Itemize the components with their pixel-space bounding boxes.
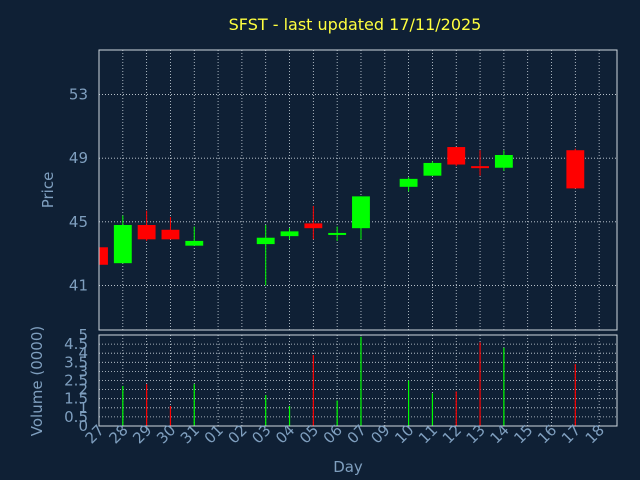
x-tick-label: 16 <box>534 421 560 447</box>
volume-y-tick-label: 4 <box>78 344 88 362</box>
candle-body <box>161 229 180 240</box>
x-tick-label: 06 <box>320 421 346 447</box>
volume-y-tick-label: 3.5 <box>64 353 88 371</box>
candle-body <box>423 162 442 176</box>
x-tick-label: 11 <box>415 421 441 447</box>
x-tick-label: 02 <box>224 421 250 447</box>
volume-y-tick-label: 0 <box>78 417 88 435</box>
volume-y-tick-label: 4.5 <box>64 335 88 353</box>
volume-y-axis-label: Volume (0000) <box>28 326 46 436</box>
candle-body <box>304 223 323 229</box>
x-axis-label: Day <box>333 458 363 476</box>
price-y-axis-label: Price <box>39 172 57 209</box>
x-tick-label: 17 <box>558 421 584 447</box>
x-tick-label: 12 <box>439 421 465 447</box>
x-tick-label: 07 <box>344 421 370 447</box>
x-tick-label: 18 <box>582 421 608 447</box>
candle-body <box>185 240 204 246</box>
x-tick-label: 29 <box>129 421 155 447</box>
x-tick-label: 30 <box>153 421 179 447</box>
price-y-tick-label: 45 <box>69 213 88 231</box>
candle-body <box>256 237 275 245</box>
candle-body <box>137 225 156 240</box>
price-panel: 41 45 49 53 Price <box>39 49 618 331</box>
candle-body <box>113 225 132 264</box>
price-y-tick-label: 53 <box>69 86 88 104</box>
volume-y-tick-label: 1 <box>78 399 88 417</box>
candle-body <box>566 150 585 189</box>
candle-body <box>328 232 347 235</box>
candle-body <box>352 196 370 229</box>
volume-plot-border <box>98 334 618 427</box>
x-tick-label: 01 <box>201 421 227 447</box>
volume-y-tick-label: 5 <box>78 326 88 344</box>
price-grid <box>99 50 617 330</box>
x-tick-label: 03 <box>248 421 274 447</box>
volume-y-tick-label: 2 <box>78 381 88 399</box>
x-tick-label: 10 <box>391 421 417 447</box>
candles <box>98 147 585 286</box>
volume-y-ticks: 00.511.522.533.544.55 <box>64 326 88 435</box>
price-y-tick-label: 41 <box>69 276 88 294</box>
candle-body <box>471 166 489 169</box>
volume-bars <box>122 336 576 426</box>
x-tick-label: 15 <box>510 421 536 447</box>
candle-body <box>99 247 108 265</box>
volume-panel: 00.511.522.533.544.55 Volume (0000) 2728… <box>28 326 618 476</box>
chart-title: SFST - last updated 17/11/2025 <box>229 15 482 34</box>
volume-y-tick-label: 1.5 <box>64 390 88 408</box>
x-axis-ticks: 2728293031010203040506070910111213141516… <box>82 421 608 447</box>
volume-y-tick-label: 2.5 <box>64 372 88 390</box>
candle-body <box>447 147 466 165</box>
price-y-tick-label: 49 <box>69 149 88 167</box>
x-tick-label: 05 <box>296 421 322 447</box>
candle-body <box>399 178 418 187</box>
price-plot-border <box>98 49 618 331</box>
x-tick-label: 28 <box>105 421 131 447</box>
x-tick-label: 09 <box>367 421 393 447</box>
price-y-ticks: 41 45 49 53 <box>69 86 88 295</box>
volume-y-tick-label: 0.5 <box>64 408 88 426</box>
x-tick-label: 14 <box>486 421 512 447</box>
candle-body <box>280 231 299 237</box>
candle-body <box>494 155 513 168</box>
x-tick-label: 31 <box>177 421 203 447</box>
volume-grid <box>99 334 617 427</box>
x-tick-label: 04 <box>272 421 298 447</box>
volume-y-tick-label: 3 <box>78 362 88 380</box>
x-tick-label: 13 <box>463 421 489 447</box>
